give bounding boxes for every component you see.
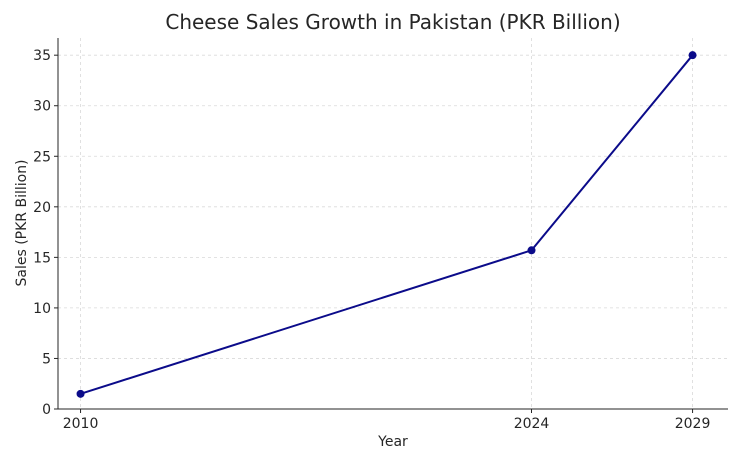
x-axis-label: Year (377, 434, 408, 450)
y-tick-label: 25 (33, 149, 51, 165)
sales-point-2024 (527, 246, 536, 255)
grid-lines (58, 38, 728, 410)
y-tick-label: 10 (33, 301, 51, 317)
chart-title: Cheese Sales Growth in Pakistan (PKR Bil… (165, 10, 620, 34)
axes (57, 38, 728, 410)
y-tick-label: 0 (42, 402, 51, 418)
sales-point-2029 (688, 51, 697, 60)
y-tick-label: 35 (33, 48, 51, 64)
y-tick-label: 30 (33, 99, 51, 115)
y-axis-label: Sales (PKR Billion) (14, 159, 30, 286)
y-tick-label: 5 (42, 351, 51, 367)
y-tick-label: 15 (33, 250, 51, 266)
tick-marks: 0 5 10 15 20 25 30 35 2010 2024 2029 (33, 48, 710, 432)
series (76, 51, 697, 398)
x-tick-label: 2010 (63, 416, 99, 432)
sales-point-2010 (76, 389, 85, 398)
x-tick-label: 2024 (514, 416, 550, 432)
y-tick-label: 20 (33, 200, 51, 216)
x-tick-label: 2029 (675, 416, 711, 432)
plot-frame (57, 38, 728, 410)
